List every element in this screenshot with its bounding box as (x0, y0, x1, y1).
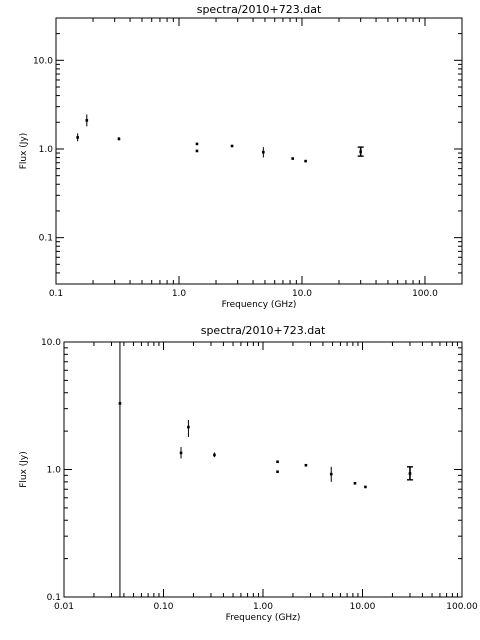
axis-ticks (63, 341, 463, 598)
y-tick-label: 10.0 (41, 338, 61, 348)
data-point (364, 485, 367, 489)
data-point (357, 146, 364, 157)
y-tick-label: 0.1 (39, 234, 53, 244)
data-points (76, 114, 364, 163)
y-axis-label: Flux (Jy) (19, 451, 29, 488)
point-marker (291, 157, 294, 160)
data-point (85, 114, 89, 127)
point-marker (329, 472, 333, 476)
axis-ticks (55, 17, 463, 285)
x-tick-label: 10.0 (292, 289, 312, 299)
point-marker (276, 460, 279, 464)
data-point (118, 342, 122, 597)
x-tick-labels: 0.01 0.10 1.00 10.00 100.00 (54, 602, 478, 612)
y-axis-label: Flux (Jy) (19, 133, 29, 170)
point-marker (179, 451, 183, 455)
point-marker (359, 150, 362, 154)
x-tick-label: 1.00 (253, 602, 273, 612)
point-marker (353, 481, 357, 485)
x-tick-label: 0.10 (153, 602, 173, 612)
plot-frame (63, 341, 463, 598)
data-point (262, 147, 265, 158)
data-point (329, 466, 333, 482)
point-marker (76, 136, 79, 139)
chart-title: spectra/2010+723.dat (201, 324, 326, 337)
data-point (195, 142, 199, 146)
point-marker (230, 144, 234, 148)
point-marker (364, 485, 367, 489)
point-marker (213, 453, 216, 457)
point-marker (195, 149, 199, 153)
point-marker (304, 159, 307, 163)
y-tick-label: 0.1 (47, 593, 61, 603)
x-tick-label: 100.00 (446, 602, 478, 612)
x-tick-label: 10.00 (350, 602, 376, 612)
x-tick-label: 100.0 (412, 289, 438, 299)
plot-frame (55, 17, 463, 285)
x-tick-label: 1.0 (172, 289, 187, 299)
x-tick-labels: 0.1 1.0 10.0 100.0 (49, 289, 438, 299)
x-axis-label: Frequency (GHz) (226, 613, 301, 623)
data-point (304, 159, 307, 163)
data-point (406, 466, 413, 481)
data-point (187, 419, 190, 437)
x-tick-label: 0.01 (54, 602, 74, 612)
point-marker (262, 150, 265, 154)
point-marker (408, 472, 412, 475)
data-point (353, 481, 357, 485)
data-points (118, 342, 413, 597)
y-tick-labels: 0.1 1.0 10.0 (33, 56, 53, 243)
data-point (304, 463, 308, 467)
y-tick-label: 1.0 (47, 466, 62, 476)
point-marker (276, 470, 279, 474)
data-point (117, 137, 121, 141)
point-marker (117, 137, 121, 141)
point-marker (85, 119, 89, 122)
data-point (195, 149, 199, 153)
data-point (276, 470, 279, 474)
data-point (291, 157, 294, 160)
point-marker (195, 142, 199, 146)
y-tick-labels: 0.1 1.0 10.0 (41, 338, 61, 603)
point-marker (187, 425, 190, 429)
y-tick-label: 1.0 (39, 145, 54, 155)
data-point (276, 460, 279, 464)
data-point (213, 452, 216, 458)
chart-panel-top: spectra/2010+723.dat 0.1 1.0 10.0 100.0 0.1… (19, 3, 463, 310)
chart-title: spectra/2010+723.dat (197, 3, 322, 16)
y-tick-label: 10.0 (33, 56, 53, 66)
data-point (230, 144, 234, 148)
data-point (76, 133, 79, 142)
point-marker (304, 463, 308, 467)
point-marker (118, 402, 122, 405)
x-axis-label: Frequency (GHz) (222, 300, 297, 310)
x-tick-label: 0.1 (49, 289, 63, 299)
data-point (179, 447, 183, 459)
chart-panel-bottom: spectra/2010+723.dat 0.01 0.10 1.00 10.00 10… (19, 324, 478, 623)
